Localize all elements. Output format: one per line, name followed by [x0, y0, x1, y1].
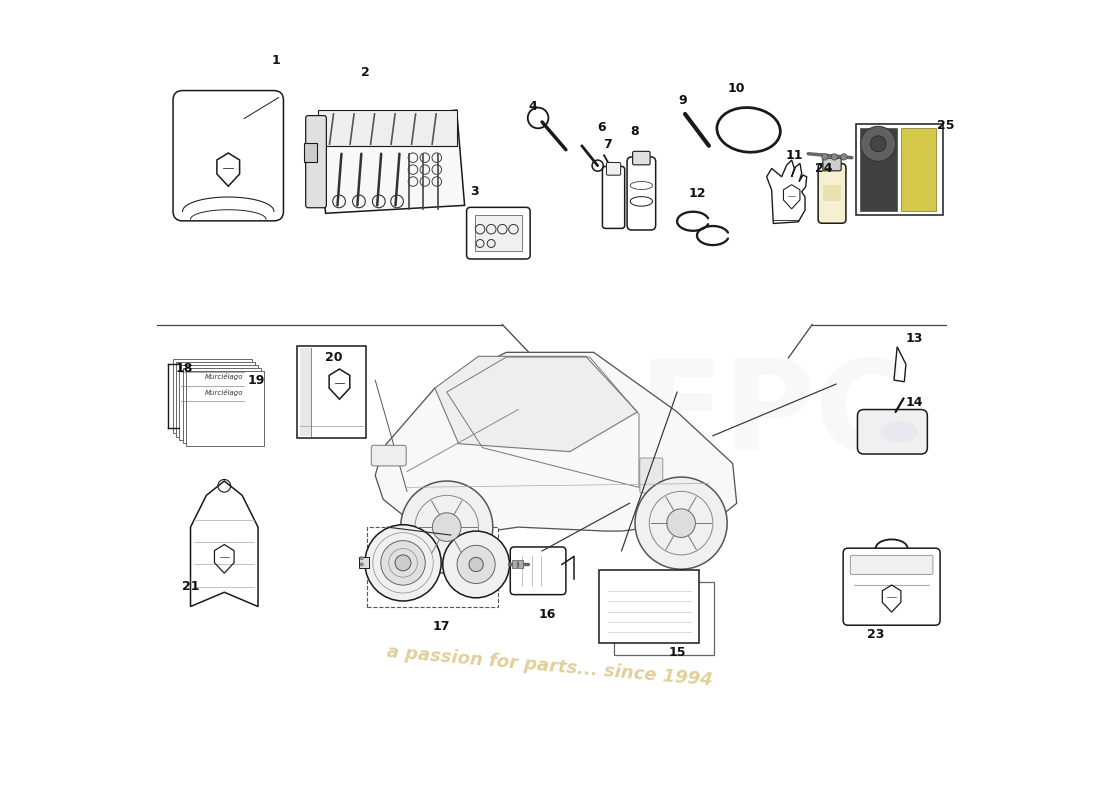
- Text: 12: 12: [689, 187, 706, 200]
- Text: Murciélago: Murciélago: [205, 373, 243, 380]
- Bar: [901, 128, 936, 211]
- Polygon shape: [434, 356, 637, 452]
- Text: 19: 19: [248, 374, 265, 386]
- FancyBboxPatch shape: [183, 368, 261, 443]
- Circle shape: [469, 558, 483, 571]
- Circle shape: [860, 126, 895, 162]
- Text: 17: 17: [432, 620, 450, 633]
- Text: 14: 14: [905, 396, 923, 409]
- Bar: [360, 558, 368, 569]
- Text: 10: 10: [728, 82, 746, 95]
- Circle shape: [395, 555, 411, 571]
- Circle shape: [635, 477, 727, 570]
- Text: 2: 2: [361, 66, 370, 79]
- Bar: [823, 186, 842, 202]
- Text: 23: 23: [867, 628, 884, 641]
- Circle shape: [832, 154, 837, 160]
- Text: a passion for parts... since 1994: a passion for parts... since 1994: [386, 643, 714, 690]
- Polygon shape: [318, 110, 456, 146]
- Circle shape: [822, 154, 828, 160]
- Text: 25: 25: [937, 119, 955, 133]
- Text: 3: 3: [470, 186, 478, 198]
- FancyBboxPatch shape: [603, 166, 625, 229]
- Circle shape: [442, 531, 509, 598]
- FancyBboxPatch shape: [173, 90, 284, 221]
- FancyBboxPatch shape: [297, 346, 365, 438]
- Ellipse shape: [880, 422, 918, 442]
- Circle shape: [667, 509, 695, 538]
- FancyBboxPatch shape: [306, 115, 327, 208]
- Text: 15: 15: [669, 646, 686, 659]
- FancyBboxPatch shape: [606, 162, 620, 175]
- FancyBboxPatch shape: [173, 358, 252, 434]
- Text: 24: 24: [815, 162, 833, 174]
- FancyBboxPatch shape: [372, 446, 406, 466]
- Circle shape: [360, 563, 363, 566]
- Bar: [856, 124, 944, 215]
- FancyBboxPatch shape: [186, 371, 264, 446]
- Text: 1: 1: [272, 54, 280, 67]
- Text: 21: 21: [183, 580, 200, 593]
- FancyBboxPatch shape: [640, 458, 663, 493]
- Text: Murciélago: Murciélago: [205, 389, 243, 395]
- FancyBboxPatch shape: [179, 365, 258, 440]
- Polygon shape: [318, 110, 464, 214]
- Text: 16: 16: [539, 608, 557, 621]
- Circle shape: [458, 546, 495, 583]
- FancyBboxPatch shape: [818, 164, 846, 223]
- Circle shape: [870, 136, 887, 152]
- Text: 9: 9: [679, 94, 688, 107]
- Text: 20: 20: [326, 351, 343, 364]
- Polygon shape: [375, 352, 737, 531]
- Bar: [512, 561, 517, 569]
- Text: 6: 6: [597, 121, 606, 134]
- Text: 11: 11: [785, 149, 803, 162]
- FancyBboxPatch shape: [600, 570, 700, 642]
- FancyBboxPatch shape: [474, 215, 522, 251]
- Circle shape: [840, 154, 847, 160]
- Bar: [300, 348, 311, 436]
- Circle shape: [365, 525, 441, 601]
- FancyBboxPatch shape: [614, 582, 714, 654]
- Text: 8: 8: [630, 125, 639, 138]
- FancyBboxPatch shape: [844, 548, 940, 626]
- FancyBboxPatch shape: [466, 207, 530, 259]
- Text: 18: 18: [176, 362, 194, 374]
- FancyBboxPatch shape: [632, 151, 650, 165]
- Circle shape: [360, 557, 363, 560]
- FancyBboxPatch shape: [304, 143, 317, 162]
- Circle shape: [432, 513, 461, 542]
- FancyBboxPatch shape: [823, 158, 842, 171]
- Ellipse shape: [717, 107, 780, 152]
- FancyBboxPatch shape: [627, 157, 656, 230]
- Circle shape: [381, 541, 426, 585]
- Bar: [367, 527, 498, 606]
- Bar: [518, 561, 522, 569]
- Text: EPC: EPC: [638, 355, 906, 476]
- FancyBboxPatch shape: [850, 555, 933, 574]
- Text: 4: 4: [528, 99, 537, 113]
- FancyBboxPatch shape: [510, 547, 565, 594]
- Text: 7: 7: [603, 138, 612, 150]
- Polygon shape: [190, 481, 258, 606]
- FancyBboxPatch shape: [858, 410, 927, 454]
- Circle shape: [400, 481, 493, 573]
- Text: 13: 13: [905, 332, 923, 346]
- Bar: [860, 128, 896, 211]
- FancyBboxPatch shape: [176, 362, 255, 437]
